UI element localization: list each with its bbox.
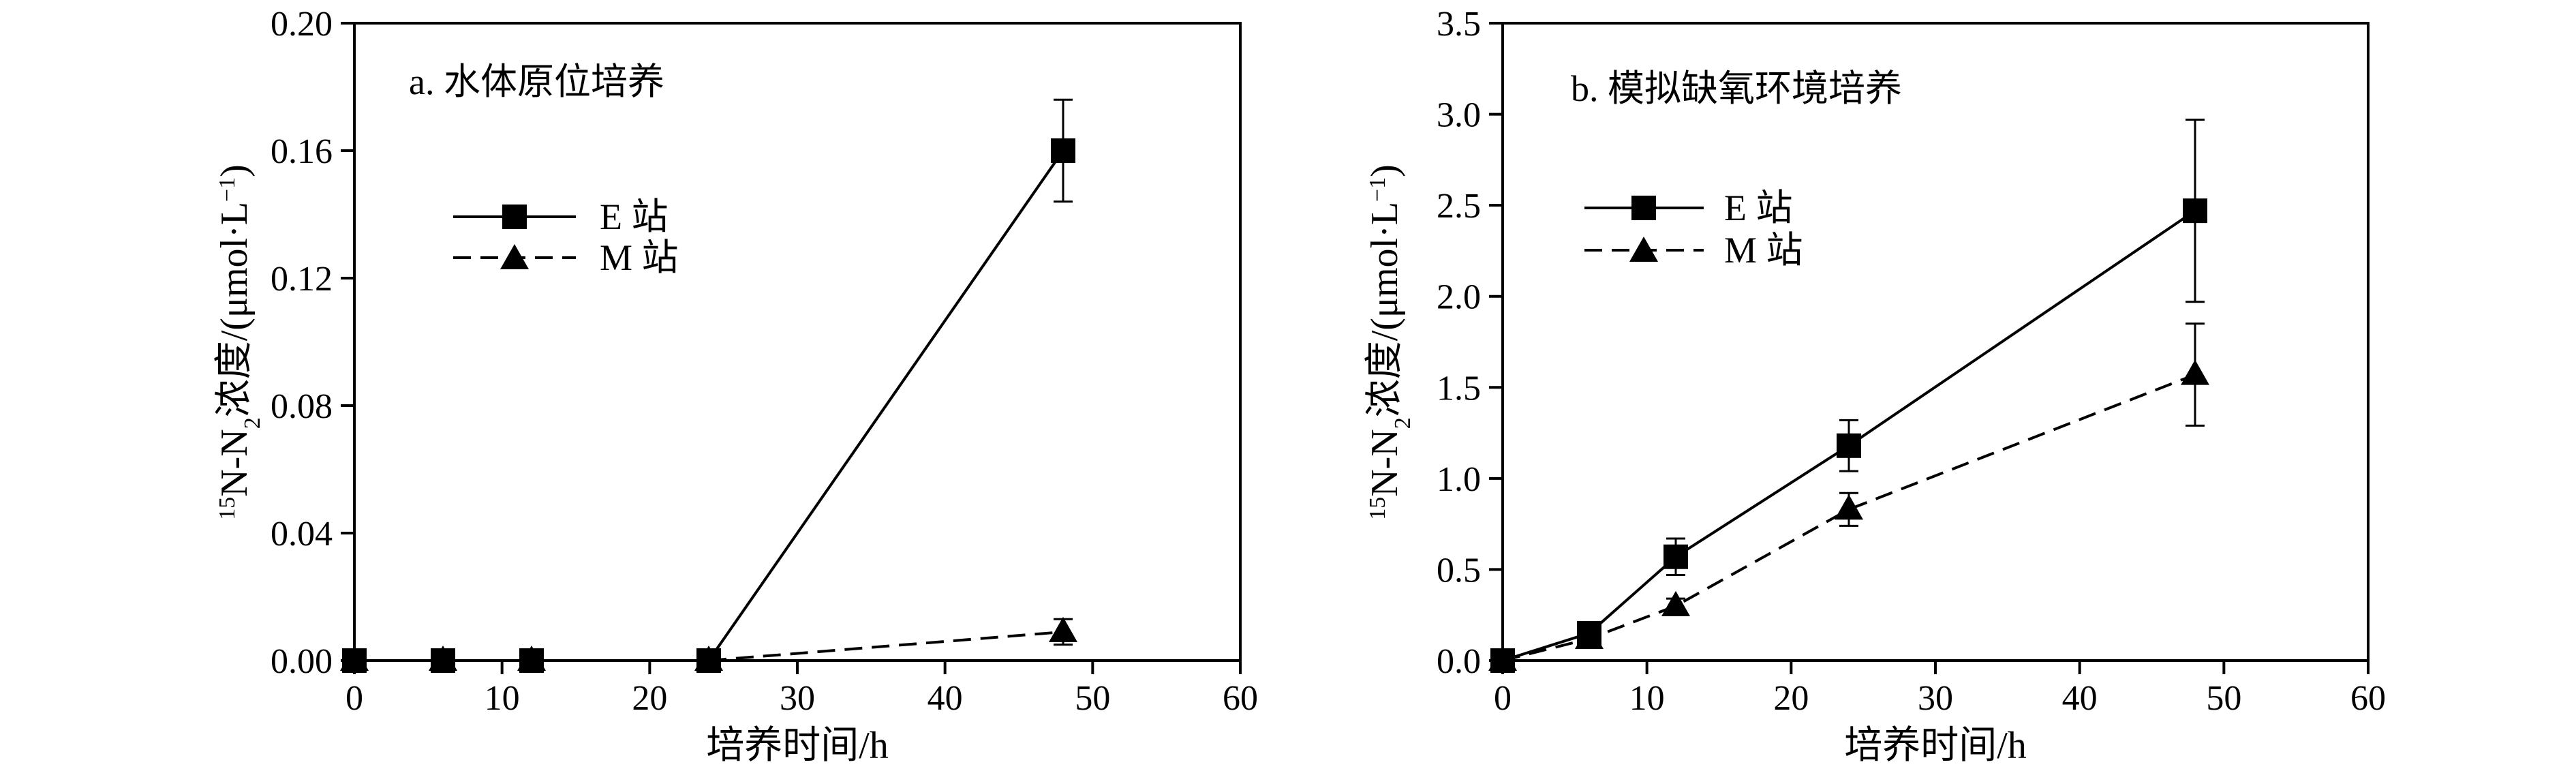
y-tick-label: 0.5 xyxy=(1437,551,1481,590)
y-tick-label: 0.04 xyxy=(271,515,333,554)
series-line-e xyxy=(354,149,1064,662)
x-tick-label: 30 xyxy=(780,679,815,718)
panel-a-legend-e-square-icon xyxy=(502,205,527,229)
panel-a-y-axis-label-exp: −1 xyxy=(215,177,240,202)
series-line-m xyxy=(1502,373,2196,662)
data-point-triangle xyxy=(517,646,546,671)
y-tick-label: 1.5 xyxy=(1437,369,1481,408)
x-tick-label: 0 xyxy=(1494,679,1512,718)
x-tick-label: 50 xyxy=(2206,679,2241,718)
y-tick-label: 2.5 xyxy=(1437,187,1481,226)
y-tick-label: 3.5 xyxy=(1437,5,1481,44)
y-tick-label: 3.0 xyxy=(1437,96,1481,135)
panel-a-legend-e: E 站 xyxy=(453,196,669,237)
data-point-triangle xyxy=(1049,616,1077,642)
panel-b-y-axis-label-sup: 15 xyxy=(1365,497,1390,520)
data-point-square xyxy=(1837,433,1861,458)
y-tick-label: 0.00 xyxy=(271,642,333,681)
x-tick-label: 20 xyxy=(632,679,667,718)
panel-a-y-axis-label-end: ) xyxy=(213,164,256,177)
data-point-square xyxy=(1051,138,1075,163)
data-point-triangle xyxy=(1661,590,1690,616)
panel-b-y-axis-label-sub: 2 xyxy=(1390,417,1415,429)
panel-b-y-axis-label-end: ) xyxy=(1364,164,1406,177)
panel-b-legend: E 站 M 站 xyxy=(1584,187,1803,271)
x-tick-label: 20 xyxy=(1773,679,1809,718)
panel-b-ticks: 0 10 20 30 40 50 60 0.0 0.5 1.0 1.5 2.0 2.5 3.0 3.5 xyxy=(1437,5,2386,718)
x-tick-label: 60 xyxy=(1223,679,1258,718)
panel-a-title: a. 水体原位培养 xyxy=(409,61,664,102)
panel-b-chart: 0 10 20 30 40 50 60 0.0 0.5 1.0 1.5 2.0 2.5 3.0 3.5 b.… xyxy=(1364,5,2386,767)
y-tick-label: 0.08 xyxy=(271,387,333,426)
x-tick-label: 40 xyxy=(927,679,963,718)
panel-a-y-axis-label-rest: 浓度/(μmol·L xyxy=(213,202,256,417)
panel-b-legend-m-triangle-icon xyxy=(1629,237,1658,262)
panel-a-plot-frame xyxy=(353,22,1242,662)
panel-b-legend-m-label: M 站 xyxy=(1724,230,1803,271)
panel-b-legend-e-label: E 站 xyxy=(1724,187,1793,228)
panel-a-chart: 0 10 20 30 40 50 60 0.00 0.04 0.08 0.12 0.16 0.20 a.… xyxy=(213,5,1258,767)
panel-b-y-axis-label-rest: 浓度/(μmol·L xyxy=(1364,202,1406,417)
x-tick-label: 10 xyxy=(485,679,520,718)
panel-b-marks xyxy=(1488,119,2209,673)
y-tick-label: 0.16 xyxy=(271,132,333,171)
x-tick-label: 0 xyxy=(346,679,363,718)
panel-b-x-axis-label: 培养时间/h xyxy=(1844,725,2027,767)
data-point-triangle xyxy=(2181,359,2209,385)
data-point-square xyxy=(2183,198,2207,224)
panel-b-legend-e: E 站 xyxy=(1584,187,1793,228)
x-tick-label: 60 xyxy=(2350,679,2386,718)
panel-a-legend: E 站 M 站 xyxy=(453,196,679,278)
panel-a-y-axis-label-sub: 2 xyxy=(240,417,265,429)
data-point-triangle xyxy=(429,646,457,671)
panel-b-y-axis-label-exp: −1 xyxy=(1365,177,1390,202)
x-tick-label: 50 xyxy=(1075,679,1110,718)
y-tick-label: 0.0 xyxy=(1437,642,1481,681)
x-tick-label: 40 xyxy=(2062,679,2098,718)
data-point-triangle xyxy=(340,646,369,671)
y-tick-label: 0.12 xyxy=(271,260,333,299)
panel-b-title: b. 模拟缺氧环境培养 xyxy=(1571,68,1902,109)
panel-b-y-axis-label-main: N-N xyxy=(1364,429,1406,497)
panel-a-y-axis-label-main: N-N xyxy=(213,429,256,497)
panel-a-legend-m-triangle-icon xyxy=(500,244,529,269)
panel-b-plot-frame xyxy=(1501,22,2370,662)
data-point-triangle xyxy=(1488,646,1517,671)
panel-a-legend-m-label: M 站 xyxy=(600,237,679,278)
y-tick-label: 2.0 xyxy=(1437,278,1481,317)
y-tick-label: 1.0 xyxy=(1437,460,1481,499)
panel-b-y-axis-label: 15N-N2浓度/(μmol·L−1) xyxy=(1364,164,1415,520)
data-point-triangle xyxy=(1575,623,1604,649)
panel-b-legend-e-square-icon xyxy=(1631,196,1656,220)
data-point-triangle xyxy=(694,646,723,671)
panel-a-legend-m: M 站 xyxy=(453,237,679,278)
data-point-triangle xyxy=(1835,494,1863,520)
x-tick-label: 10 xyxy=(1629,679,1665,718)
panel-a-marks xyxy=(340,98,1077,673)
panel-a-x-axis-label: 培养时间/h xyxy=(706,725,889,767)
panel-a-ticks: 0 10 20 30 40 50 60 0.00 0.04 0.08 0.12 0.16 0.20 xyxy=(271,5,1258,718)
data-point-square xyxy=(1663,544,1688,569)
panel-a-y-axis-label-sup: 15 xyxy=(215,497,240,520)
y-tick-label: 0.20 xyxy=(271,5,333,44)
panel-a-legend-e-label: E 站 xyxy=(600,196,669,237)
panel-a-y-axis-label: 15N-N2浓度/(μmol·L−1) xyxy=(213,164,265,520)
panel-b-legend-m: M 站 xyxy=(1584,230,1803,271)
x-tick-label: 30 xyxy=(1918,679,1953,718)
